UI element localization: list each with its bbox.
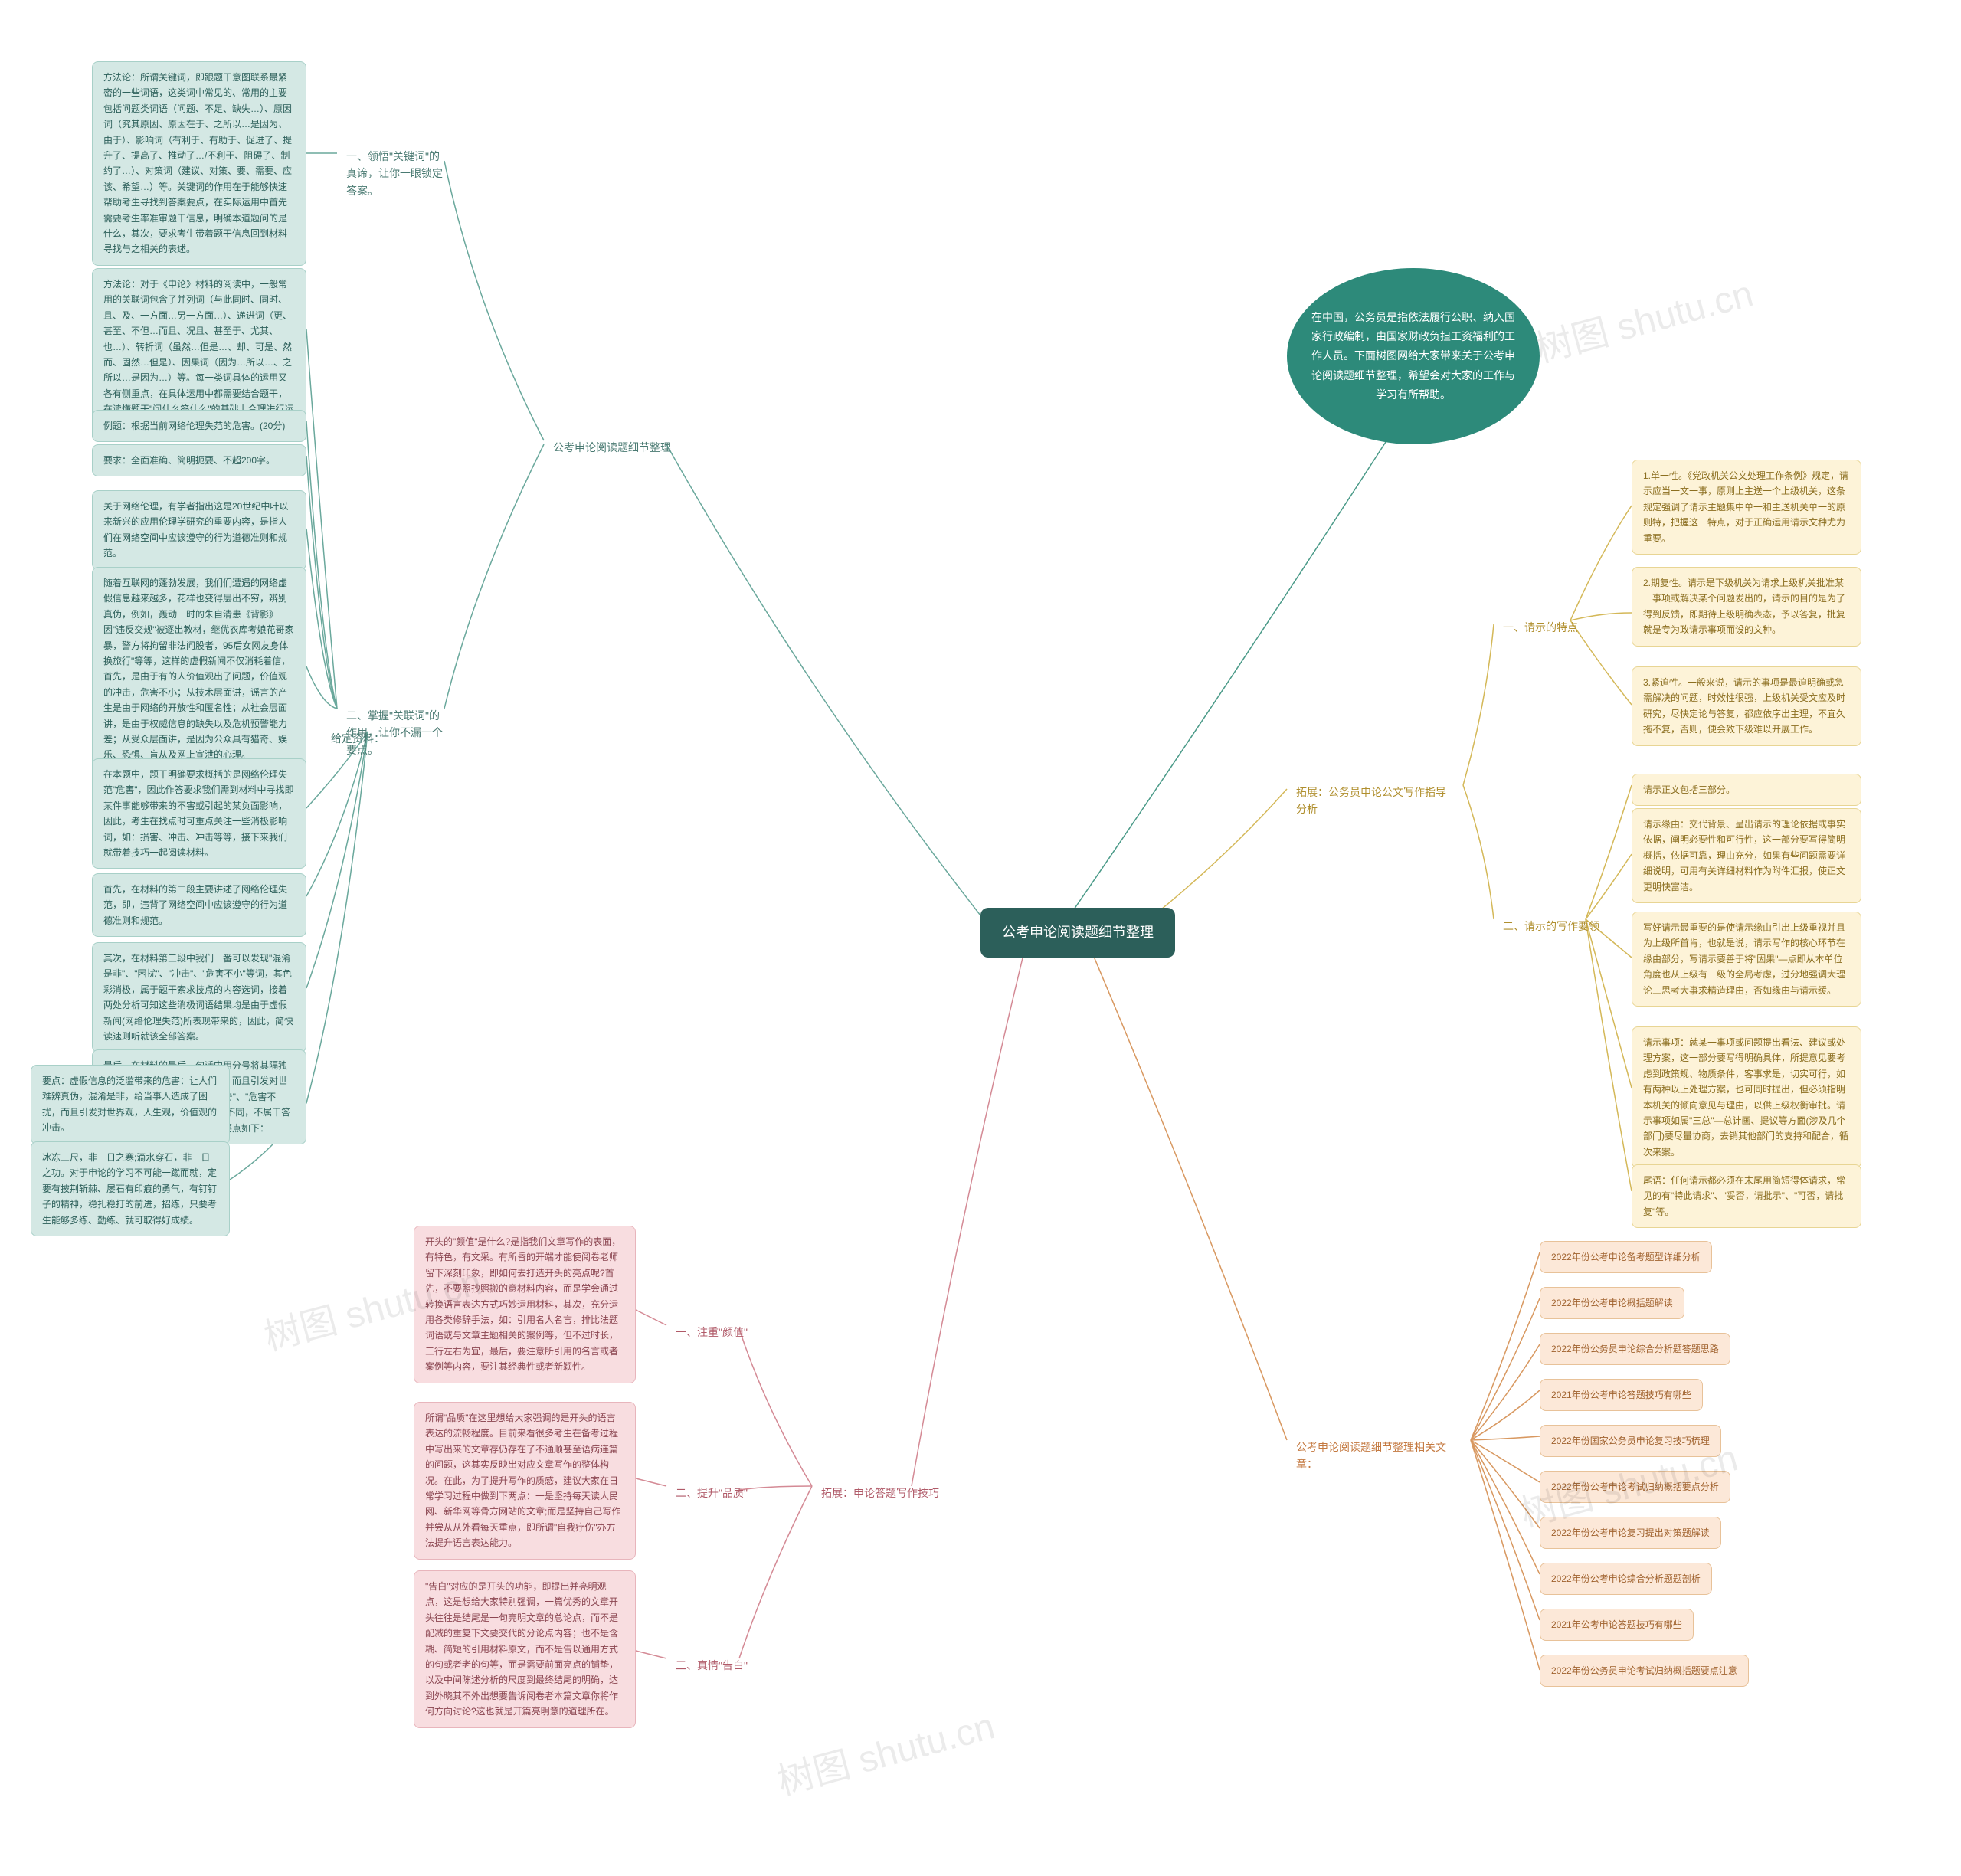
yellow-leaf: 写好请示最重要的是使请示缘由引出上级重视并且为上级所首肯，也就是说，请示写作的核… [1632, 912, 1861, 1007]
watermark: 树图 shutu.cn [1529, 264, 1758, 373]
yellow-leaf: 尾语：任何请示都必须在末尾用简短得体请求，常见的有"特此请求"、"妥否，请批示"… [1632, 1164, 1861, 1228]
orange-link[interactable]: 2022年份公考申论备考题型详细分析 [1540, 1241, 1712, 1273]
yellow-leaf: 3.紧迫性。一般来说，请示的事项是最迫明确或急需解决的问题，时效性很强，上级机关… [1632, 666, 1861, 746]
orange-link[interactable]: 2022年份公务员申论综合分析题答题思路 [1540, 1333, 1730, 1365]
pink-leaf: 所谓"品质"在这里想给大家强调的是开头的语言表达的流畅程度。目前来看很多考生在备… [414, 1402, 636, 1560]
yellow-sub1-label: 一、请示的特点 [1494, 613, 1587, 642]
orange-link[interactable]: 2022年份公考申论考试归纳概括要点分析 [1540, 1471, 1730, 1503]
orange-section-title: 公考申论阅读题细节整理相关文章： [1287, 1432, 1471, 1479]
center-node: 公考申论阅读题细节整理 [980, 908, 1175, 958]
teal-section-title: 公考申论阅读题细节整理 [544, 433, 680, 462]
teal-leaf: 随着互联网的蓬勃发展，我们们遭遇的网络虚假信息越来越多，花样也变得层出不穷，辨别… [92, 567, 306, 771]
teal-leaf: 要求：全面准确、简明扼要、不超200字。 [92, 444, 306, 476]
pink-sub2-label: 二、提升"品质" [666, 1478, 757, 1508]
yellow-leaf: 请示正文包括三部分。 [1632, 774, 1861, 806]
orange-link[interactable]: 2022年份公务员申论考试归纳概括题要点注意 [1540, 1655, 1749, 1687]
pink-section-title: 拓展：申论答题写作技巧 [812, 1478, 948, 1508]
orange-link[interactable]: 2022年份国家公务员申论复习技巧梳理 [1540, 1425, 1721, 1457]
orange-link[interactable]: 2022年份公考申论复习提出对策题解读 [1540, 1517, 1721, 1549]
teal-leaf: 要点：虚假信息的泛滥带来的危害：让人们难辨真伪，混淆是非，给当事人造成了困扰，而… [31, 1065, 230, 1144]
yellow-sub2-label: 二、请示的写作要领 [1494, 912, 1609, 941]
watermark: 树图 shutu.cn [771, 1696, 1000, 1806]
yellow-section-title: 拓展：公务员申论公文写作指导分析 [1287, 778, 1463, 824]
orange-link[interactable]: 2021年公考申论答题技巧有哪些 [1540, 1609, 1694, 1641]
yellow-leaf: 请示缘由：交代背景、呈出请示的理论依据或事实依据，阐明必要性和可行性，这一部分要… [1632, 808, 1861, 903]
teal-leaf: 冰冻三尺，非一日之寒;滴水穿石，非一日之功。对于申论的学习不可能一蹴而就，定要有… [31, 1141, 230, 1236]
teal-leaf: 例题：根据当前网络伦理失范的危害。(20分) [92, 410, 306, 442]
teal-leaf: 在本题中，题干明确要求概括的是网络伦理失范"危害"，因此作答要求我们需到材料中寻… [92, 758, 306, 869]
intro-node: 在中国，公务员是指依法履行公职、纳入国家行政编制，由国家财政负担工资福利的工作人… [1287, 268, 1540, 444]
teal-sub2-subheader: 给定资料： [322, 724, 394, 753]
pink-leaf: 开头的"颜值"是什么?是指我们文章写作的表面，有特色，有文采。有所昏的开端才能使… [414, 1226, 636, 1383]
orange-link[interactable]: 2021年份公考申论答题技巧有哪些 [1540, 1379, 1703, 1411]
yellow-leaf: 1.单一性。《党政机关公文处理工作条例》规定，请示应当一文一事，原则上主送一个上… [1632, 460, 1861, 555]
teal-leaf: 首先，在材料的第二段主要讲述了网络伦理失范，即，违背了网络空间中应该遵守的行为道… [92, 873, 306, 937]
teal-sub1-label: 一、领悟"关键词"的真谛，让你一眼锁定答案。 [337, 142, 452, 205]
pink-sub3-label: 三、真情"告白" [666, 1651, 757, 1680]
teal-leaf: 其次，在材料第三段中我们一番可以发现"混淆是非"、"困扰"、"冲击"、"危害不小… [92, 942, 306, 1053]
pink-sub1-label: 一、注重"颜值" [666, 1318, 757, 1347]
orange-link[interactable]: 2022年份公考申论综合分析题题剖析 [1540, 1563, 1712, 1595]
yellow-leaf: 请示事项：就某一事项或问题提出看法、建议或处理方案，这一部分要写得明确具体，所提… [1632, 1026, 1861, 1168]
pink-leaf: "告白"对应的是开头的功能，即提出并亮明观点，这是想给大家特别强调，一篇优秀的文… [414, 1570, 636, 1728]
orange-link[interactable]: 2022年份公考申论概括题解读 [1540, 1287, 1684, 1319]
teal-leaf: 方法论：所谓关键词，即跟题干意图联系最紧密的一些词语，这类词中常见的、常用的主要… [92, 61, 306, 266]
teal-leaf: 关于网络伦理，有学者指出这是20世纪中叶以来新兴的应用伦理学研究的重要内容，是指… [92, 490, 306, 570]
yellow-leaf: 2.期复性。请示是下级机关为请求上级机关批准某一事项或解决某个问题发出的，请示的… [1632, 567, 1861, 647]
